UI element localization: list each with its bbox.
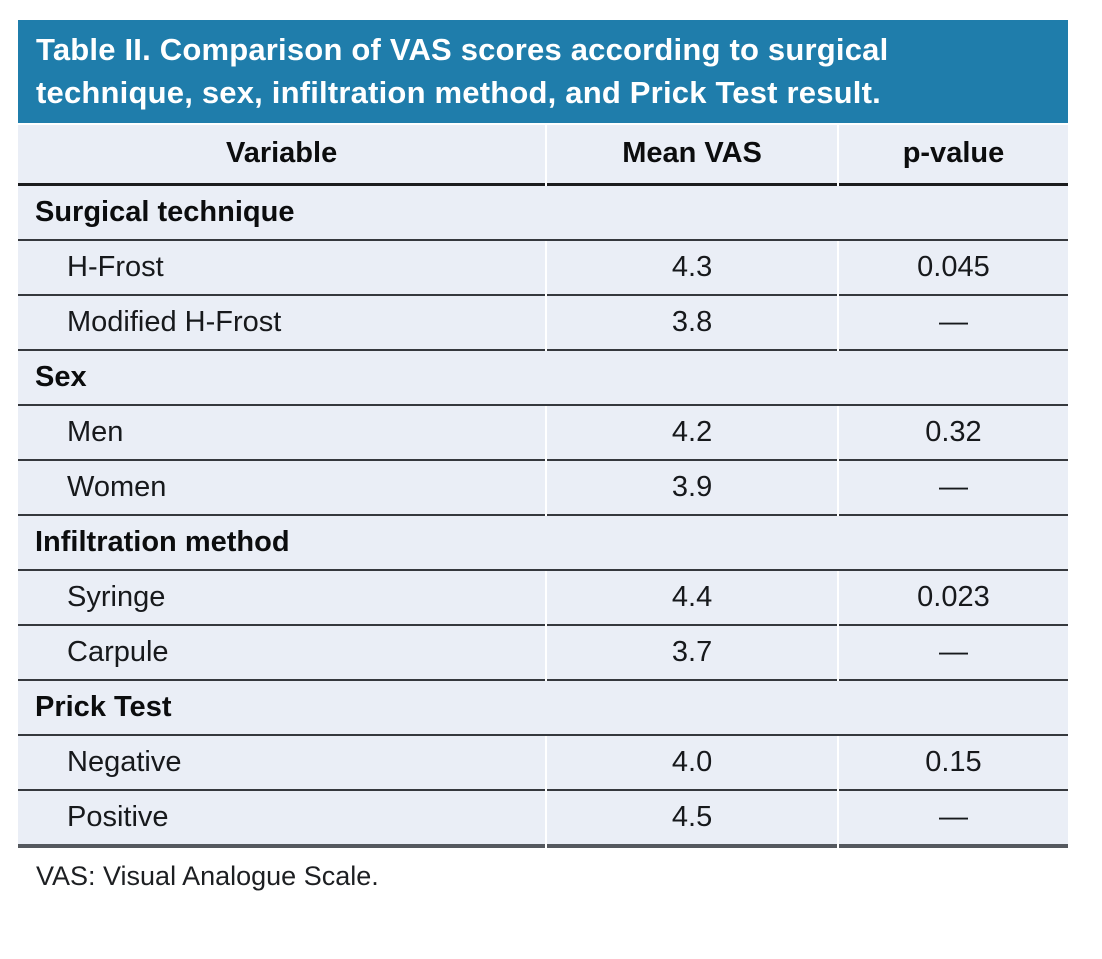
section-row-prick-test: Prick Test <box>18 681 1068 736</box>
cell-variable: Modified H-Frost <box>18 296 546 351</box>
cell-mean-vas: 4.5 <box>547 791 837 848</box>
table-row: Men 4.2 0.32 <box>18 406 1068 461</box>
table-row: Syringe 4.4 0.023 <box>18 571 1068 626</box>
table-row: Negative 4.0 0.15 <box>18 736 1068 791</box>
cell-mean-vas: 3.7 <box>547 626 837 681</box>
cell-p-value: — <box>838 296 1068 351</box>
vas-comparison-table: Variable Mean VAS p-value Surgical techn… <box>16 125 1070 848</box>
table-title: Table II. Comparison of VAS scores accor… <box>18 20 1068 123</box>
cell-mean-vas: 3.9 <box>547 461 837 516</box>
table-row: Positive 4.5 — <box>18 791 1068 848</box>
cell-variable: Men <box>18 406 546 461</box>
cell-p-value: — <box>838 461 1068 516</box>
cell-p-value: 0.32 <box>838 406 1068 461</box>
cell-mean-vas: 3.8 <box>547 296 837 351</box>
section-label: Infiltration method <box>18 516 1068 571</box>
section-label: Prick Test <box>18 681 1068 736</box>
cell-mean-vas: 4.2 <box>547 406 837 461</box>
section-label: Surgical technique <box>18 186 1068 241</box>
column-header-mean-vas: Mean VAS <box>547 125 837 186</box>
table-row: Women 3.9 — <box>18 461 1068 516</box>
cell-mean-vas: 4.4 <box>547 571 837 626</box>
cell-mean-vas: 4.0 <box>547 736 837 791</box>
column-header-row: Variable Mean VAS p-value <box>18 125 1068 186</box>
section-row-surgical-technique: Surgical technique <box>18 186 1068 241</box>
cell-variable: Syringe <box>18 571 546 626</box>
cell-p-value: — <box>838 791 1068 848</box>
cell-variable: Women <box>18 461 546 516</box>
section-row-sex: Sex <box>18 351 1068 406</box>
cell-variable: Positive <box>18 791 546 848</box>
cell-p-value: 0.15 <box>838 736 1068 791</box>
cell-p-value: — <box>838 626 1068 681</box>
section-row-infiltration-method: Infiltration method <box>18 516 1068 571</box>
cell-p-value: 0.023 <box>838 571 1068 626</box>
column-header-p-value: p-value <box>838 125 1068 186</box>
cell-variable: Carpule <box>18 626 546 681</box>
section-label: Sex <box>18 351 1068 406</box>
cell-variable: Negative <box>18 736 546 791</box>
cell-mean-vas: 4.3 <box>547 241 837 296</box>
column-header-variable: Variable <box>18 125 546 186</box>
table-row: Carpule 3.7 — <box>18 626 1068 681</box>
cell-variable: H-Frost <box>18 241 546 296</box>
table-footnote: VAS: Visual Analogue Scale. <box>36 861 379 891</box>
table-row: H-Frost 4.3 0.045 <box>18 241 1068 296</box>
table-row: Modified H-Frost 3.8 — <box>18 296 1068 351</box>
table-card: Table II. Comparison of VAS scores accor… <box>18 20 1068 892</box>
cell-p-value: 0.045 <box>838 241 1068 296</box>
